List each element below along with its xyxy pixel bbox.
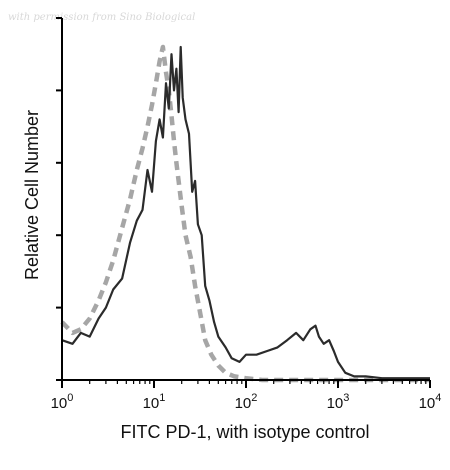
y-axis-ticks (56, 17, 62, 381)
plot-area (60, 44, 430, 383)
x-tick-label: 104 (419, 392, 442, 412)
y-axis-label: Relative Cell Number (22, 110, 42, 280)
x-tick-label: 100 (51, 392, 74, 412)
series-isotype-line (60, 44, 430, 383)
x-axis-ticks: 100 101 102 103 104 (51, 380, 442, 412)
series-sample-line (61, 45, 430, 380)
x-tick-label: 101 (143, 392, 166, 412)
x-axis-label: FITC PD-1, with isotype control (120, 422, 369, 442)
x-tick-label: 103 (327, 392, 350, 412)
x-tick-label: 102 (235, 392, 258, 412)
watermark-text: with permission from Sino Biological (8, 12, 195, 23)
